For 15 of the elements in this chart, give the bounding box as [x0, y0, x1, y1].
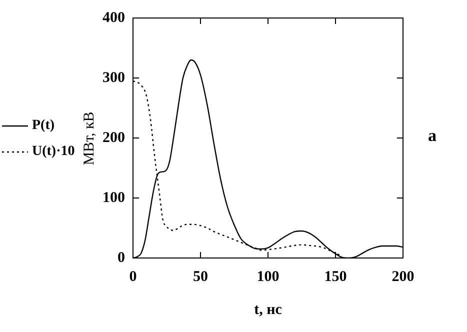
y-tick-label: 200	[102, 130, 125, 146]
x-tick-label: 200	[392, 268, 414, 285]
x-tick-label: 50	[193, 268, 208, 285]
x-tick-label: 100	[256, 268, 280, 285]
y-axis-title: МВт, кВ	[82, 110, 98, 168]
y-tick-label: 400	[102, 10, 125, 26]
y-tick-label: 0	[118, 250, 125, 266]
legend-label: U(t)·10	[32, 144, 75, 160]
x-axis-title: t, нс	[253, 302, 283, 319]
legend-label: P(t)	[32, 118, 55, 134]
y-tick-label: 100	[102, 190, 125, 206]
text: а	[428, 126, 436, 146]
y-tick-label: 300	[102, 70, 125, 86]
x-tick-label: 150	[324, 268, 347, 285]
x-tick-label: 0	[129, 268, 137, 285]
